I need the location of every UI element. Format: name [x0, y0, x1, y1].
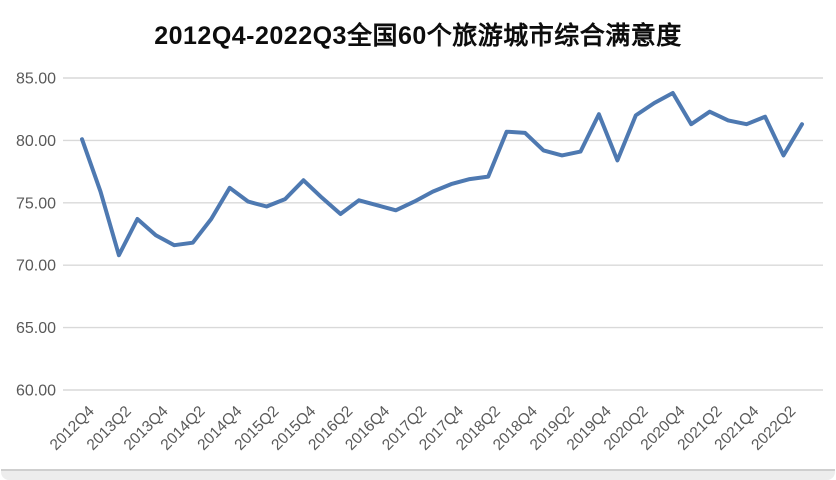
card-bottom-edge: [1, 469, 835, 480]
y-tick-label: 80.00: [16, 133, 56, 150]
y-tick-label: 70.00: [16, 258, 56, 275]
y-tick-label: 65.00: [16, 320, 56, 337]
y-tick-label: 60.00: [16, 383, 56, 400]
chart-title: 2012Q4-2022Q3全国60个旅游城市综合满意度: [154, 22, 682, 50]
y-tick-label: 85.00: [16, 71, 56, 88]
satisfaction-series-line: [80, 91, 804, 258]
y-tick-label: 75.00: [16, 195, 56, 212]
